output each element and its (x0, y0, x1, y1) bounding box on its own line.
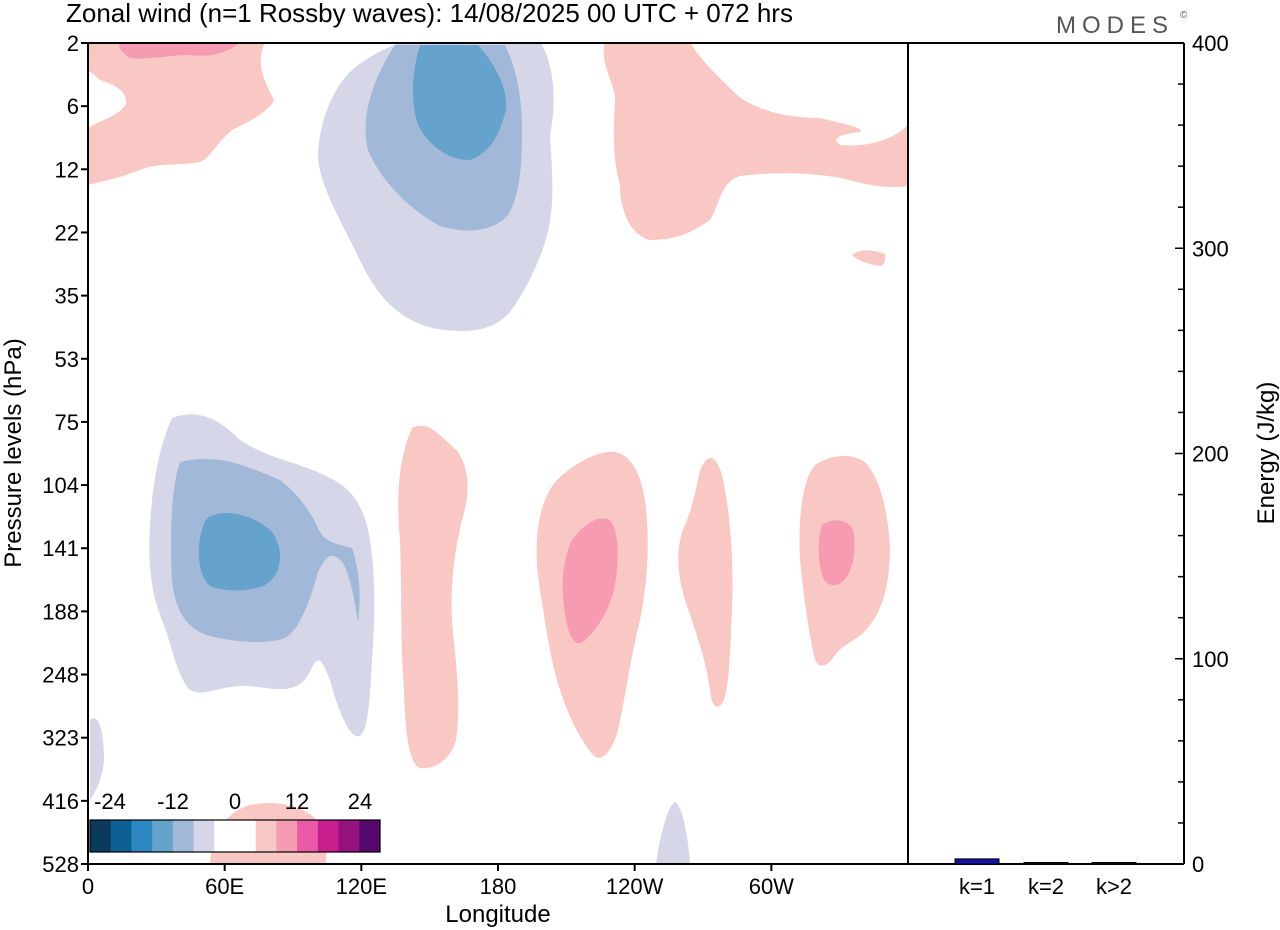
colorbar-label-4: 24 (348, 789, 372, 814)
colorbar-swatch (359, 820, 381, 852)
pressure-tick-label: 248 (42, 663, 79, 688)
energy-tick-label: 200 (1192, 442, 1229, 467)
colorbar-swatch (317, 820, 340, 852)
pos-region-col-3 (678, 458, 733, 707)
longitude-tick-label: 60W (749, 874, 794, 899)
pos-region-top-left (88, 42, 274, 185)
neg-region-lower-core (198, 513, 281, 591)
pressure-tick-label: 53 (55, 347, 79, 372)
colorbar-swatch (193, 820, 215, 852)
pos-region-top-left-core (119, 42, 240, 59)
brand-mark: © (1180, 10, 1188, 21)
pressure-tick-label: 104 (42, 473, 79, 498)
pos-region-top-right (603, 42, 908, 240)
pressure-tick-label: 12 (55, 157, 79, 182)
pressure-axis: 2 6 12 22 35 53 75 104 141 188 248 323 416 528 (42, 31, 88, 877)
longitude-tick-label: 120W (606, 874, 664, 899)
longitude-tick-label: 0 (82, 874, 94, 899)
colorbar-swatch (297, 820, 319, 852)
energy-axis-label: Energy (J/kg) (1253, 382, 1280, 525)
pressure-tick-label: 6 (67, 94, 79, 119)
pressure-tick-label: 188 (42, 599, 79, 624)
pos-region-col-1 (398, 425, 468, 769)
energy-bars: k=1 k=2 k>2 (954, 858, 1137, 899)
pos-region-col-4-core (818, 520, 855, 586)
pressure-tick-label: 35 (55, 284, 79, 309)
energy-tick-label: 400 (1192, 31, 1229, 56)
longitude-tick-label: 120E (336, 874, 387, 899)
energy-bar-label: k=1 (959, 874, 995, 899)
colorbar-swatch (110, 820, 132, 852)
y-axis-label: Pressure levels (hPa) (0, 338, 27, 567)
energy-tick-label: 0 (1192, 852, 1204, 877)
neg-region-upper-core (412, 45, 507, 160)
pressure-tick-label: 323 (42, 726, 79, 751)
energy-tick-label: 300 (1192, 236, 1229, 261)
energy-bar (954, 858, 1000, 865)
pressure-tick-label: 75 (55, 410, 79, 435)
pos-region-col-2-core (562, 518, 618, 644)
energy-bar-label: k=2 (1028, 874, 1064, 899)
energy-tick-label: 100 (1192, 647, 1229, 672)
colorbar-swatch (338, 820, 360, 852)
energy-bar (1091, 862, 1137, 865)
neg-region-small-bottom (656, 802, 690, 864)
colorbar-swatch (131, 820, 153, 852)
colorbar-label-3: 12 (285, 789, 309, 814)
energy-axis-ticks: 0 100 200 300 400 (1175, 31, 1229, 877)
colorbar-swatch (152, 820, 174, 852)
pressure-tick-label: 141 (42, 536, 79, 561)
pressure-tick-label: 528 (42, 852, 79, 877)
colorbar-swatch (172, 820, 195, 852)
chart-title: Zonal wind (n=1 Rossby waves): 14/08/202… (66, 0, 793, 28)
colorbar-frame (89, 819, 381, 853)
longitude-tick-label: 60E (205, 874, 244, 899)
colorbar-swatch (214, 820, 236, 852)
pressure-tick-label: 2 (67, 31, 79, 56)
colorbar-label-1: -12 (157, 789, 189, 814)
neg-region-small-left (90, 718, 104, 800)
pressure-tick-label: 22 (55, 220, 79, 245)
pos-region-tiny (852, 250, 886, 266)
longitude-tick-label: 180 (480, 874, 517, 899)
colorbar-label-0: -24 (94, 789, 126, 814)
colorbar-swatch (255, 820, 277, 852)
colorbar-swatch (235, 820, 257, 852)
x-axis-label: Longitude (445, 901, 550, 928)
contour-plot (88, 42, 908, 864)
longitude-axis: 0 60E 120E 180 120W 60W (82, 864, 794, 899)
energy-bar (1023, 862, 1069, 865)
colorbar-swatch (276, 820, 298, 852)
energy-bar-label: k>2 (1096, 874, 1132, 899)
colorbar: -24 -12 0 12 24 (89, 789, 381, 853)
colorbar-label-2: 0 (229, 789, 241, 814)
colorbar-swatch (90, 820, 112, 852)
pressure-tick-label: 416 (42, 789, 79, 814)
brand-logo: MODES (1056, 12, 1174, 39)
